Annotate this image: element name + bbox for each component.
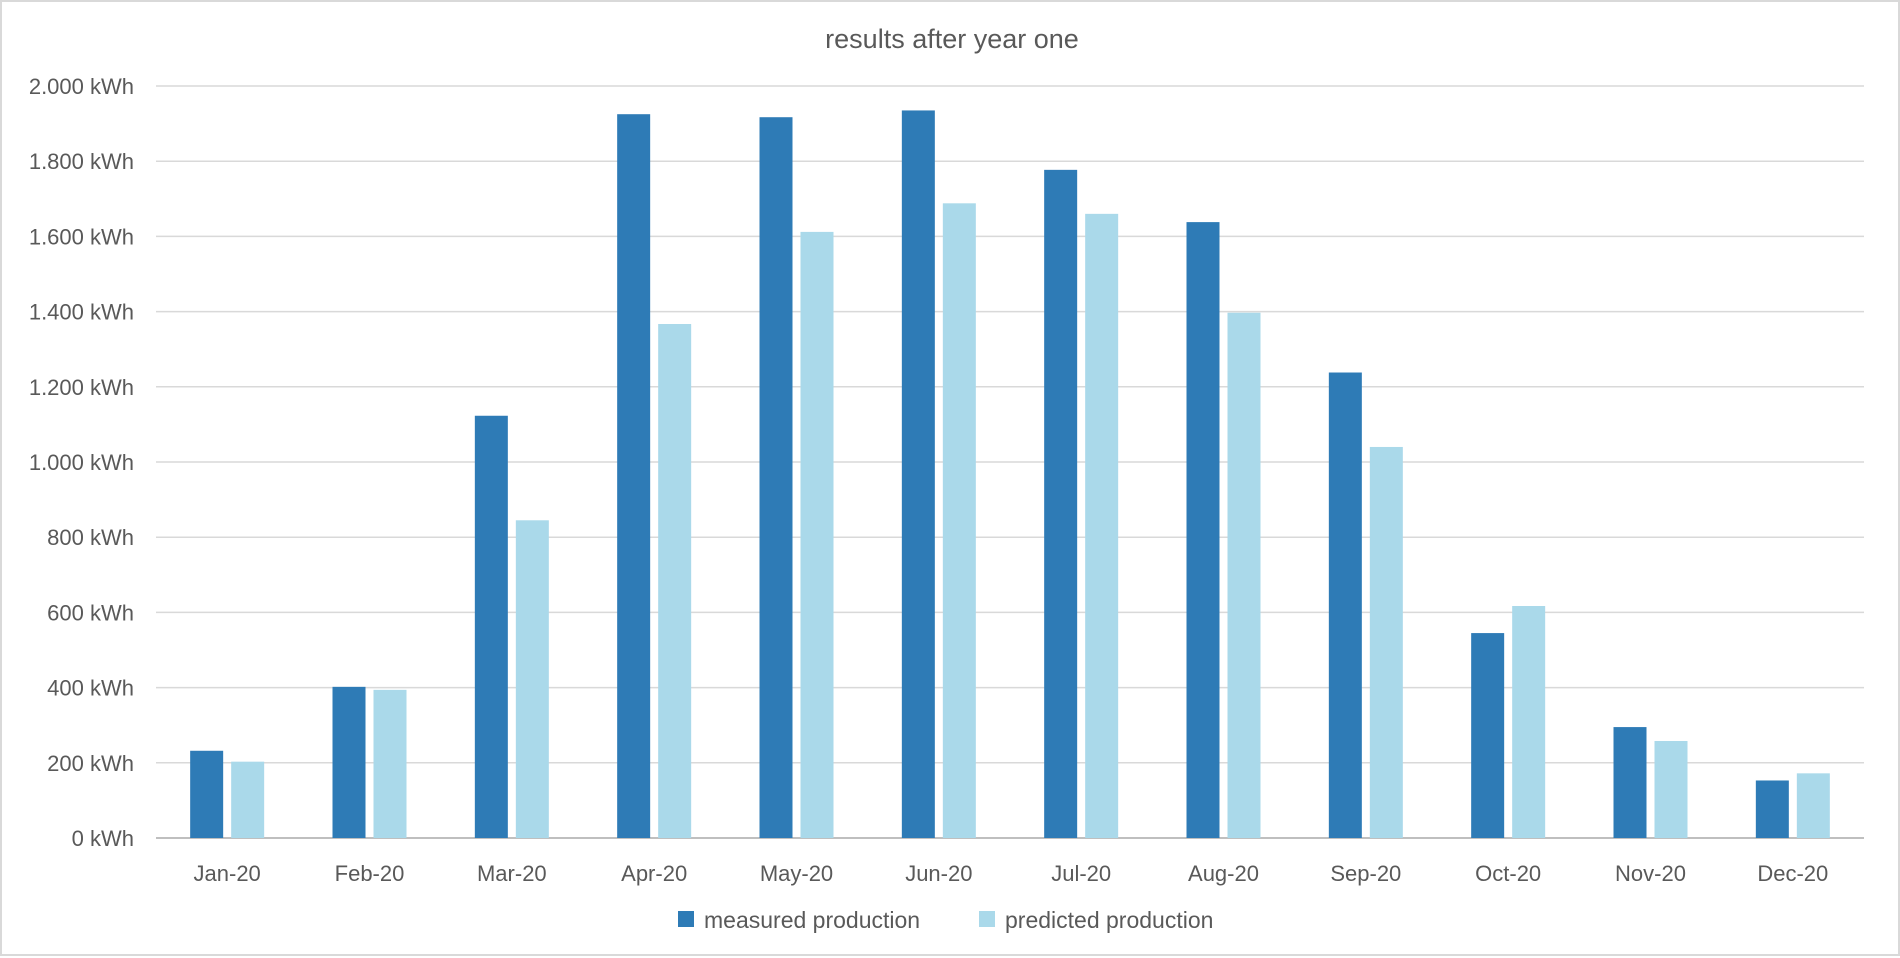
bar-predicted-production [1369, 446, 1403, 838]
y-tick-label: 0 kWh [72, 826, 134, 851]
bar-predicted-production [515, 520, 549, 838]
bar-predicted-production [1512, 606, 1546, 838]
y-tick-label: 1.000 kWh [29, 450, 134, 475]
x-tick-label: Sep-20 [1330, 861, 1401, 886]
legend-swatch [678, 911, 694, 927]
x-tick-label: Mar-20 [477, 861, 547, 886]
bar-predicted-production [231, 761, 265, 838]
legend: measured production predicted production [678, 907, 1213, 933]
bar-predicted-production [1654, 740, 1688, 838]
x-tick-label: Jun-20 [905, 861, 972, 886]
y-tick-label: 400 kWh [47, 676, 134, 701]
bar-measured-production [1471, 633, 1505, 838]
bar-measured-production [1755, 780, 1789, 838]
x-tick-label: Aug-20 [1188, 861, 1259, 886]
bar-predicted-production [373, 689, 407, 838]
y-tick-label: 1.800 kWh [29, 149, 134, 174]
chart-title: results after year one [825, 24, 1079, 54]
y-tick-label: 2.000 kWh [29, 74, 134, 99]
x-tick-label: Feb-20 [335, 861, 405, 886]
legend-label: measured production [704, 907, 920, 933]
bar-measured-production [1044, 169, 1078, 838]
bar-measured-production [1186, 222, 1220, 838]
legend-swatch [979, 911, 995, 927]
y-axis-ticks: 0 kWh 200 kWh 400 kWh 600 kWh 800 kWh 1.000 k… [29, 74, 134, 851]
y-tick-label: 1.400 kWh [29, 300, 134, 325]
bar-measured-production [1328, 372, 1362, 838]
bars [190, 110, 1830, 839]
bar-predicted-production [1085, 213, 1119, 839]
y-tick-label: 1.200 kWh [29, 375, 134, 400]
x-tick-label: Apr-20 [621, 861, 687, 886]
bar-measured-production [901, 110, 935, 838]
legend-label: predicted production [1005, 907, 1213, 933]
bar-predicted-production [1796, 773, 1830, 838]
bar-predicted-production [800, 231, 834, 838]
bar-measured-production [1613, 727, 1647, 838]
bar-predicted-production [942, 203, 976, 838]
x-tick-label: Oct-20 [1475, 861, 1541, 886]
x-tick-label: May-20 [760, 861, 833, 886]
y-tick-label: 200 kWh [47, 751, 134, 776]
bar-measured-production [332, 686, 366, 838]
x-tick-label: Dec-20 [1757, 861, 1828, 886]
bar-measured-production [759, 117, 793, 838]
bar-measured-production [190, 750, 224, 838]
bar-predicted-production [658, 324, 692, 838]
bar-predicted-production [1227, 312, 1261, 838]
x-tick-label: Jan-20 [194, 861, 261, 886]
bar-measured-production [617, 114, 651, 838]
y-tick-label: 600 kWh [47, 600, 134, 625]
x-tick-label: Jul-20 [1051, 861, 1111, 886]
y-tick-label: 800 kWh [47, 525, 134, 550]
gridlines [156, 85, 1864, 839]
bar-measured-production [474, 415, 508, 838]
x-tick-label: Nov-20 [1615, 861, 1686, 886]
x-axis-ticks: Jan-20 Feb-20 Mar-20 Apr-20 May-20 Jun-20 Jul-… [194, 861, 1829, 886]
y-tick-label: 1.600 kWh [29, 224, 134, 249]
